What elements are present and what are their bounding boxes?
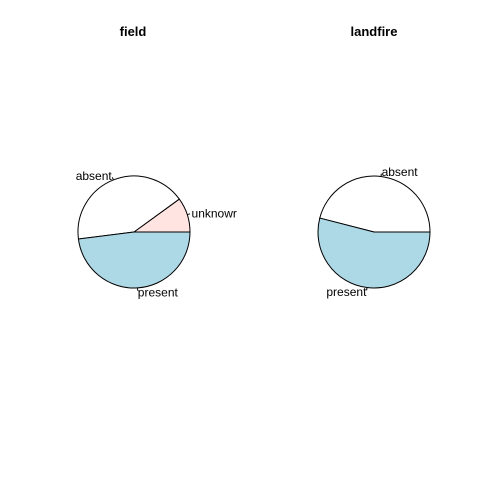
pie-panel-field: field unknowr absent present [76, 24, 237, 299]
pie-label-present: present [138, 285, 179, 299]
pie-slice-present [317, 217, 431, 289]
pie-label-present: present [326, 285, 367, 299]
pie-label-absent: absent [76, 169, 113, 183]
chart-title-landfire: landfire [351, 24, 398, 39]
pie-labels-field: unknowr absent present [76, 169, 237, 300]
pie-slices-landfire [317, 175, 431, 289]
chart-title-field: field [120, 24, 147, 39]
pie-slice-present [77, 231, 191, 289]
pie-label-unknowr: unknowr [192, 206, 237, 220]
pie-label-tick-unknowr [187, 213, 191, 216]
pie-label-tick-absent [111, 177, 114, 181]
pie-panel-landfire: landfire absent present [317, 24, 431, 299]
pie-labels-landfire: absent present [326, 165, 418, 299]
pie-label-absent: absent [382, 165, 419, 179]
pie-slices-field [77, 175, 191, 289]
